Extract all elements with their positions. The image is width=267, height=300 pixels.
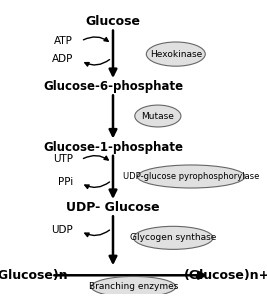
Text: Hexokinase: Hexokinase [150,50,202,58]
Text: Glycogen synthase: Glycogen synthase [130,233,217,242]
Text: UDP- Glucose: UDP- Glucose [66,201,160,214]
FancyArrowPatch shape [85,60,109,66]
Text: PPi: PPi [58,177,73,187]
Ellipse shape [135,105,181,127]
Text: UDP-glucose pyrophosphorylase: UDP-glucose pyrophosphorylase [123,172,259,181]
Ellipse shape [146,42,205,66]
Text: ATP: ATP [54,36,73,46]
Ellipse shape [91,276,176,297]
FancyArrowPatch shape [83,37,108,41]
Text: Glucose: Glucose [85,15,140,28]
FancyArrowPatch shape [85,230,109,237]
Ellipse shape [134,226,213,249]
Text: Branching enzymes: Branching enzymes [89,282,178,291]
Text: ADP: ADP [52,54,73,64]
Text: (Glucose)n+1: (Glucose)n+1 [183,269,267,282]
Text: UTP: UTP [53,154,73,164]
Text: (Glucose)n: (Glucose)n [0,269,69,282]
Text: Glucose-1-phosphate: Glucose-1-phosphate [43,141,183,154]
Text: Glucose-6-phosphate: Glucose-6-phosphate [43,80,183,93]
FancyArrowPatch shape [83,156,108,160]
Text: UDP: UDP [52,225,73,235]
FancyArrowPatch shape [85,182,109,188]
Text: Mutase: Mutase [142,112,174,121]
Ellipse shape [137,165,245,188]
